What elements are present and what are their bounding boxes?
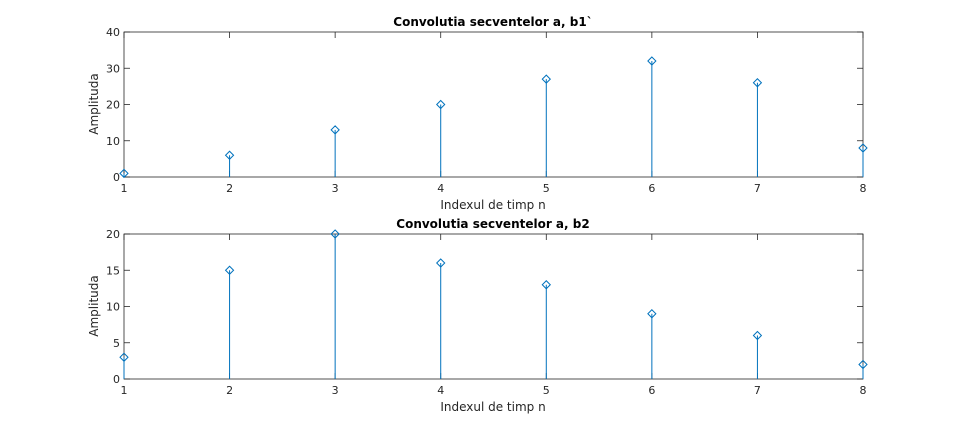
x-axis-label: Indexul de timp n — [440, 198, 545, 212]
stem-marker — [224, 265, 235, 275]
stem-marker — [436, 258, 446, 268]
stem-marker — [541, 74, 551, 84]
x-tick-label: 2 — [226, 182, 233, 195]
x-tick-label: 1 — [121, 384, 128, 397]
stem-marker — [436, 99, 446, 110]
x-tick-label: 3 — [332, 182, 339, 195]
y-axis-label: Amplituda — [87, 275, 101, 336]
x-tick-label: 7 — [754, 182, 761, 195]
stem-marker — [330, 125, 340, 135]
subplot-top: Convolutia secventelor a, b1` Indexul de… — [87, 15, 868, 212]
x-tick-label: 2 — [226, 384, 233, 397]
x-tick-label: 6 — [648, 182, 655, 195]
y-tick-label: 40 — [106, 26, 120, 39]
x-tick-label: 4 — [437, 384, 444, 397]
y-tick-label: 0 — [113, 171, 120, 184]
stem-marker — [858, 143, 868, 153]
x-tick-label: 3 — [332, 384, 339, 397]
plot-title: Convolutia secventelor a, b1` — [393, 15, 592, 29]
y-tick-label: 30 — [106, 62, 120, 75]
stem-marker — [119, 168, 129, 179]
plot-title: Convolutia secventelor a, b2 — [396, 217, 589, 231]
axes-box — [123, 233, 864, 380]
stem-marker — [858, 359, 868, 370]
axes-box — [123, 31, 864, 178]
x-tick-label: 1 — [121, 182, 128, 195]
x-tick-label: 8 — [860, 182, 867, 195]
stem-marker — [752, 78, 763, 88]
x-tick-label: 7 — [754, 384, 761, 397]
subplot-bottom: Convolutia secventelor a, b2 Indexul de … — [87, 217, 868, 414]
y-tick-label: 5 — [113, 337, 120, 350]
stem-marker — [752, 330, 763, 341]
stem-marker — [541, 280, 551, 290]
y-axis-label: Amplituda — [87, 73, 101, 134]
x-axis-label: Indexul de timp n — [440, 400, 545, 414]
x-tick-label: 5 — [543, 384, 550, 397]
y-tick-label: 15 — [106, 264, 120, 277]
y-tick-label: 0 — [113, 373, 120, 386]
stem-marker — [330, 229, 340, 239]
x-tick-label: 5 — [543, 182, 550, 195]
stem-marker — [647, 56, 657, 66]
y-tick-label: 10 — [106, 135, 120, 148]
x-tick-label: 4 — [437, 182, 444, 195]
y-tick-label: 20 — [106, 228, 120, 241]
stem-marker — [224, 150, 235, 160]
stem-marker — [119, 352, 129, 362]
y-tick-label: 20 — [106, 99, 120, 112]
x-tick-label: 6 — [648, 384, 655, 397]
x-tick-label: 8 — [860, 384, 867, 397]
y-tick-label: 10 — [106, 301, 120, 314]
stem-marker — [647, 309, 657, 319]
